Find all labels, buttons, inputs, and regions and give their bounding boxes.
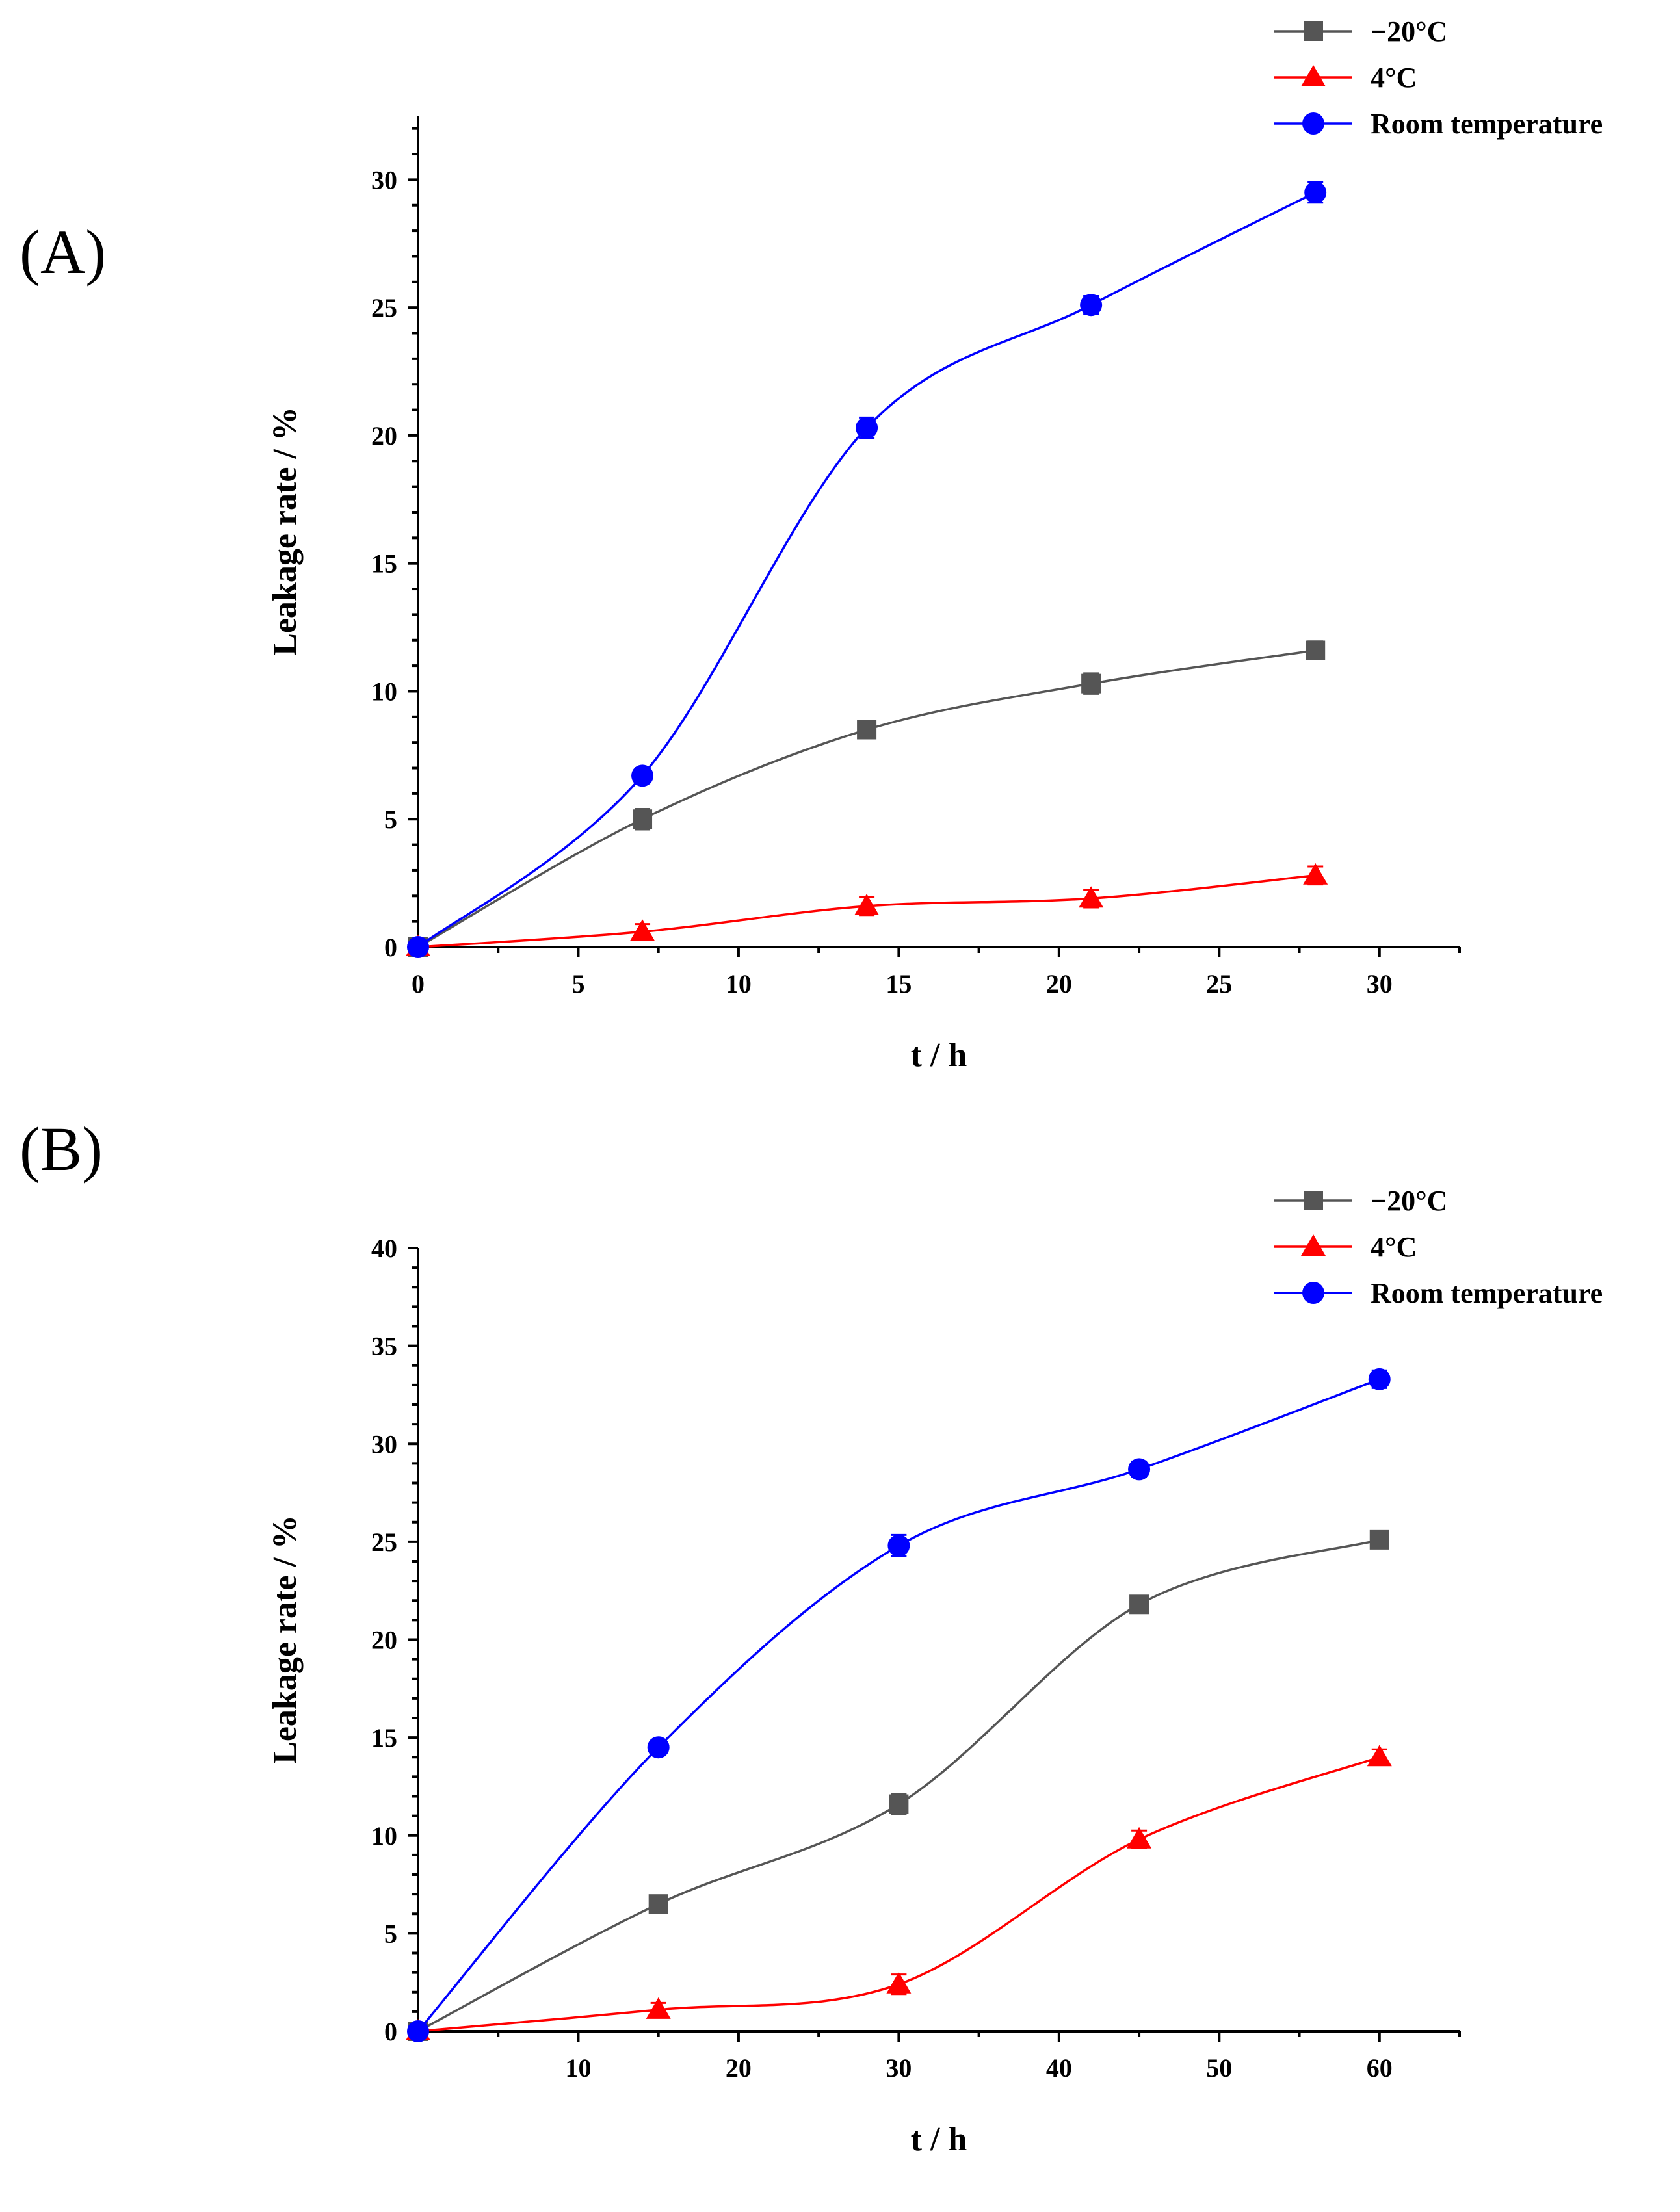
y-tick-label: 15 xyxy=(371,1723,397,1752)
x-tick-label: 30 xyxy=(1367,969,1393,998)
data-point xyxy=(889,1794,909,1814)
data-point xyxy=(1079,886,1104,908)
x-tick-label: 10 xyxy=(726,969,752,998)
y-axis-title: Leakage rate / % xyxy=(267,407,304,656)
y-tick-label: 5 xyxy=(384,1919,397,1948)
y-tick-label: 5 xyxy=(384,805,397,834)
data-point xyxy=(633,809,653,829)
legend: −20°C 4°C Room temperature xyxy=(1274,16,1603,140)
x-tick-label: 40 xyxy=(1046,2053,1072,2083)
legend-marker xyxy=(1304,21,1323,41)
x-tick-label: 25 xyxy=(1206,969,1232,998)
data-point xyxy=(854,894,880,916)
legend-marker xyxy=(1301,1234,1326,1256)
y-tick-label: 20 xyxy=(371,421,397,450)
series-square xyxy=(408,640,1326,957)
x-tick-label: 15 xyxy=(886,969,912,998)
data-point xyxy=(856,417,878,439)
y-tick-label: 40 xyxy=(371,1234,397,1263)
y-tick-label: 30 xyxy=(371,165,397,194)
legend-label: Room temperature xyxy=(1371,108,1603,140)
data-point xyxy=(1129,1594,1149,1615)
legend-label: −20°C xyxy=(1371,16,1447,47)
series-triangle xyxy=(406,863,1328,956)
data-point xyxy=(630,919,655,941)
data-point xyxy=(857,720,877,740)
y-tick-label: 35 xyxy=(371,1332,397,1361)
legend-label: 4°C xyxy=(1371,62,1417,94)
x-tick-label: 50 xyxy=(1206,2053,1232,2083)
series-circle xyxy=(407,1368,1391,2042)
legend-marker xyxy=(1302,1282,1324,1304)
data-point xyxy=(1369,1529,1389,1550)
data-point xyxy=(1304,181,1327,204)
x-tick-label: 5 xyxy=(571,969,584,998)
x-axis-title: t / h xyxy=(911,2121,967,2158)
x-tick-label: 10 xyxy=(565,2053,591,2083)
panel-b: (B) 10 20 30 40 50 60 0 5 10 15 20 25 30 35 40 t / h Leak… xyxy=(20,1114,1603,2158)
data-point xyxy=(648,1894,668,1914)
data-point xyxy=(1303,863,1328,885)
x-tick-label: 60 xyxy=(1367,2053,1393,2083)
legend-label: −20°C xyxy=(1371,1185,1447,1217)
y-tick-label: 15 xyxy=(371,549,397,579)
data-point xyxy=(407,936,429,958)
data-point xyxy=(1081,673,1101,694)
y-tick-label: 0 xyxy=(384,2017,397,2046)
data-point xyxy=(1080,294,1103,317)
x-tick-label: 20 xyxy=(1046,969,1072,998)
series-triangle xyxy=(406,1745,1392,2040)
legend-marker xyxy=(1301,65,1326,86)
data-point xyxy=(1306,640,1326,660)
y-tick-label: 25 xyxy=(371,293,397,322)
legend-marker xyxy=(1304,1191,1323,1210)
y-tick-label: 25 xyxy=(371,1528,397,1557)
y-axis-title: Leakage rate / % xyxy=(267,1515,304,1764)
data-point xyxy=(1367,1745,1392,1767)
axes xyxy=(408,1247,1461,2042)
x-tick-label: 0 xyxy=(412,969,425,998)
data-point xyxy=(647,1736,670,1759)
series-circle xyxy=(407,181,1327,958)
data-point xyxy=(407,2020,429,2042)
x-tick-label: 30 xyxy=(886,2053,912,2083)
legend-label: 4°C xyxy=(1371,1231,1417,1263)
y-tick-label: 20 xyxy=(371,1626,397,1655)
data-point xyxy=(631,764,654,787)
data-point xyxy=(646,1997,671,2019)
legend: −20°C 4°C Room temperature xyxy=(1274,1185,1603,1309)
panel-label: (B) xyxy=(20,1114,103,1184)
series-line xyxy=(417,191,1316,948)
data-point xyxy=(1127,1827,1152,1849)
panel-label: (A) xyxy=(20,217,106,287)
legend-label: Room temperature xyxy=(1371,1277,1603,1309)
data-point xyxy=(886,1971,912,1994)
data-point xyxy=(1128,1458,1151,1481)
y-tick-label: 30 xyxy=(371,1429,397,1459)
y-tick-label: 0 xyxy=(384,933,397,962)
legend-marker xyxy=(1302,112,1324,135)
y-tick-label: 10 xyxy=(371,1821,397,1851)
x-tick-label: 20 xyxy=(726,2053,752,2083)
x-axis-title: t / h xyxy=(911,1037,967,1074)
data-point xyxy=(887,1534,910,1557)
panel-a: (A) 0 5 10 15 20 25 30 0 5 10 15 20 25 30 t / h Leakage … xyxy=(20,16,1603,1074)
y-tick-label: 10 xyxy=(371,677,397,706)
data-point xyxy=(1368,1368,1391,1390)
series-line xyxy=(417,1378,1380,2033)
